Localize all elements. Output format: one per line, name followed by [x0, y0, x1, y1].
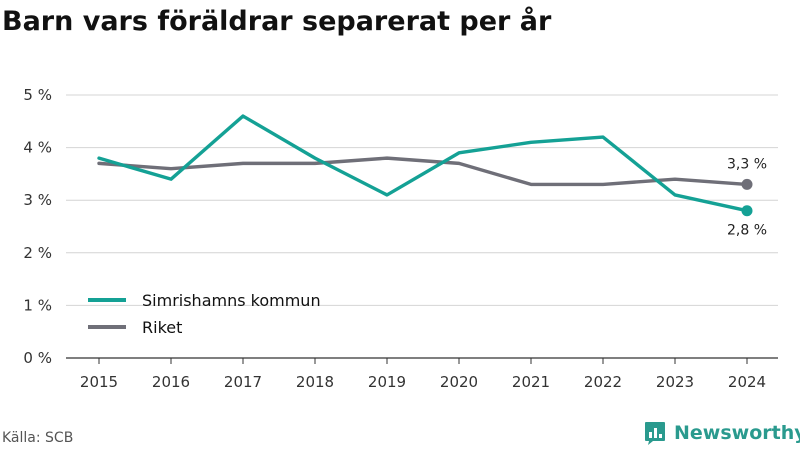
- y-tick-label: 0 %: [23, 349, 52, 367]
- x-tick-label: 2021: [512, 373, 550, 391]
- series-lines: [97, 114, 749, 213]
- end-markers: 2,8 % 3,3 %: [727, 156, 767, 238]
- x-tick-label: 2017: [224, 373, 262, 391]
- end-marker: [741, 178, 753, 190]
- x-tick-label: 2018: [296, 373, 334, 391]
- legend-label: Simrishamns kommun: [142, 291, 321, 310]
- x-tick-label: 2023: [656, 373, 694, 391]
- gridlines: [66, 94, 778, 306]
- brand-name: Newsworthy: [674, 422, 800, 444]
- x-tick-label: 2019: [368, 373, 406, 391]
- y-tick-label: 2 %: [23, 244, 52, 262]
- y-tick-label: 5 %: [23, 86, 52, 104]
- source-note: Källa: SCB: [2, 430, 74, 446]
- end-marker: [741, 205, 753, 217]
- series-line-simrishamn: [97, 114, 749, 213]
- newsworthy-logo-icon: [645, 422, 665, 445]
- end-value-label: 2,8 %: [727, 223, 767, 239]
- chart-title: Barn vars föräldrar separerat per år: [2, 6, 552, 37]
- y-tick-label: 4 %: [23, 139, 52, 157]
- y-tick-label: 1 %: [23, 296, 52, 314]
- y-tick-label: 3 %: [23, 191, 52, 209]
- x-tick-label: 2022: [584, 373, 622, 391]
- x-tick-label: 2016: [152, 373, 190, 391]
- brand-logo: Newsworthy: [644, 420, 800, 446]
- axes: 0 % 1 % 2 % 3 % 4 % 5 % 2015 2016 2017 2018 2019 20…: [23, 86, 778, 391]
- x-tick-label: 2020: [440, 373, 478, 391]
- series-line-riket: [97, 156, 749, 187]
- x-tick-label: 2015: [80, 373, 118, 391]
- end-value-label: 3,3 %: [727, 156, 767, 172]
- legend: Simrishamns kommun Riket: [88, 291, 321, 337]
- legend-label: Riket: [142, 318, 182, 337]
- x-tick-label: 2024: [728, 373, 766, 391]
